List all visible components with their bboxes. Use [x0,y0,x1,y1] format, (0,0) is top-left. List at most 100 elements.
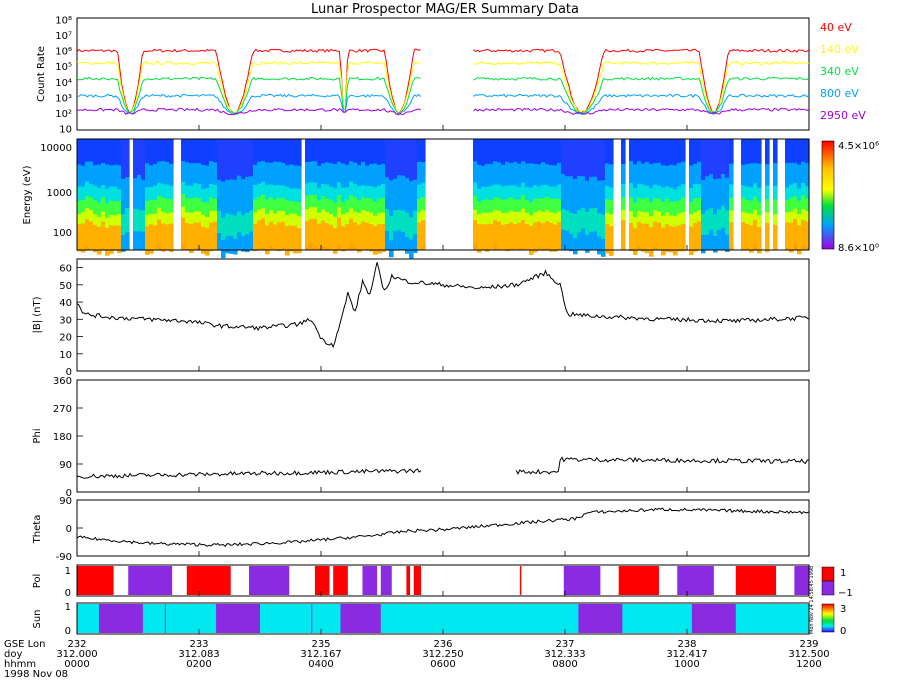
panel-polarity: Pol 1 0 1 −1 [32,564,853,599]
spectrogram-cell [205,227,210,256]
spectrogram-cell [537,198,542,212]
spectrogram-cell [717,178,722,210]
spectrogram-cell [541,139,546,163]
spectrogram-cell [681,197,686,213]
spectrogram-cell [345,187,350,201]
spectrogram-cell [165,224,170,250]
spectrogram-cell [97,202,102,218]
spectrogram-cell [789,139,794,164]
spectrogram-cell [237,211,242,233]
spectrogram-cell [101,247,106,250]
spectrogram-cell [653,210,658,222]
spectrogram-cell [765,185,770,200]
spectrogram-cell [77,139,82,165]
spectrogram-cell [81,223,86,253]
spectrogram-cell [197,139,202,164]
spectrogram-cell [565,248,570,250]
spectrogram-cell [537,210,542,222]
count-rate-tick-label: 10⁸ [55,16,72,27]
spectrogram-cell [189,139,194,164]
spectrogram-cell [225,179,230,214]
spectrogram-cell [185,222,190,250]
spectrogram-cell [629,223,634,251]
spectrogram-cell [785,212,790,223]
spectrogram-cell [669,187,674,203]
spectrogram-cell [701,213,706,236]
spectrogram-cell [157,182,162,197]
spectrogram-cell [745,223,750,249]
spectrogram-cell [401,210,406,233]
spectrogram-cell [117,201,122,215]
spectrogram-cell [645,197,650,213]
count-rate-tick-label: 10² [55,109,72,120]
spectrogram-cell [545,184,550,198]
spectrogram-cell [729,139,734,165]
spectrogram-cell [373,163,378,188]
spectrogram-cell [293,201,298,215]
spectrogram-cell [649,139,654,165]
spectrogram-cell [365,222,370,250]
spectrogram-cell [153,164,158,186]
sun-bars [77,604,809,633]
spectrogram-cell [241,179,246,216]
bfield-tick-label: 20 [59,333,72,344]
spectrogram-cell [797,200,802,215]
spectrogram-cell [193,248,198,250]
spectrogram-cell [265,199,270,215]
spectrogram-cell [673,139,678,166]
spectrogram-cell [229,235,234,254]
spectrogram-cell [773,224,778,250]
polarity-bar [519,566,522,595]
spectrogram-cell [329,199,334,215]
spectrogram-cell [373,226,378,255]
spectrogram-cell [365,139,370,167]
spectrogram-cell [185,162,190,186]
spectrogram-cell [693,183,698,199]
polarity-bar [413,566,422,595]
spectrogram-cell [237,139,242,177]
spectrogram-cell [157,207,162,220]
spectrogram-cell [117,189,122,202]
spectrogram-cell [417,139,422,163]
spectrogram-cell [485,186,490,200]
count-rate-frame [76,17,810,131]
spectrogram-cell [361,197,366,211]
spectrogram-cell [285,165,290,188]
spectrogram-cell [593,207,598,232]
spectrogram-cell [565,176,570,211]
spectrogram-cell [709,246,714,250]
spectrogram-cell [605,223,610,254]
spectrogram-cell [397,139,402,176]
spectrogram-cell [297,216,302,229]
spectrogram-cell [753,219,758,245]
spectrogram-cell [677,186,682,201]
spectrogram-cell [285,186,290,201]
spectrogram-cell [505,161,510,187]
spectrogram-cell [105,203,110,218]
spectrogram-cell [697,221,702,251]
spectrogram-cell [753,162,758,184]
xaxis-tick-label: 0000 [64,659,89,670]
spectrogram-cell [361,139,366,163]
spectrogram-cell [489,224,494,251]
spectrogram-cell [81,139,86,167]
spectrogram-cell [341,214,346,227]
spectrogram-cell [353,222,358,248]
spectrogram-cell [281,211,286,223]
spectrogram-cell [673,226,678,256]
sun-ylabel: Sun [32,609,43,628]
bfield-ylabel: |B| (nT) [32,296,43,333]
spectrogram-cell [77,186,82,202]
spectrogram-cell [337,207,342,218]
spectrogram-cell [597,236,602,255]
spectrogram-cell [529,202,534,216]
spectrogram-cell [709,229,714,247]
polarity-bar [618,566,659,595]
spectrogram-cell [225,139,230,181]
spectrogram-cell [741,139,746,166]
spectrogram-cell [149,214,154,225]
spectrogram-cell [257,139,262,163]
spectrogram-cell [705,176,710,211]
spectrogram-cell [717,247,722,250]
spectrogram-cell [525,200,530,214]
